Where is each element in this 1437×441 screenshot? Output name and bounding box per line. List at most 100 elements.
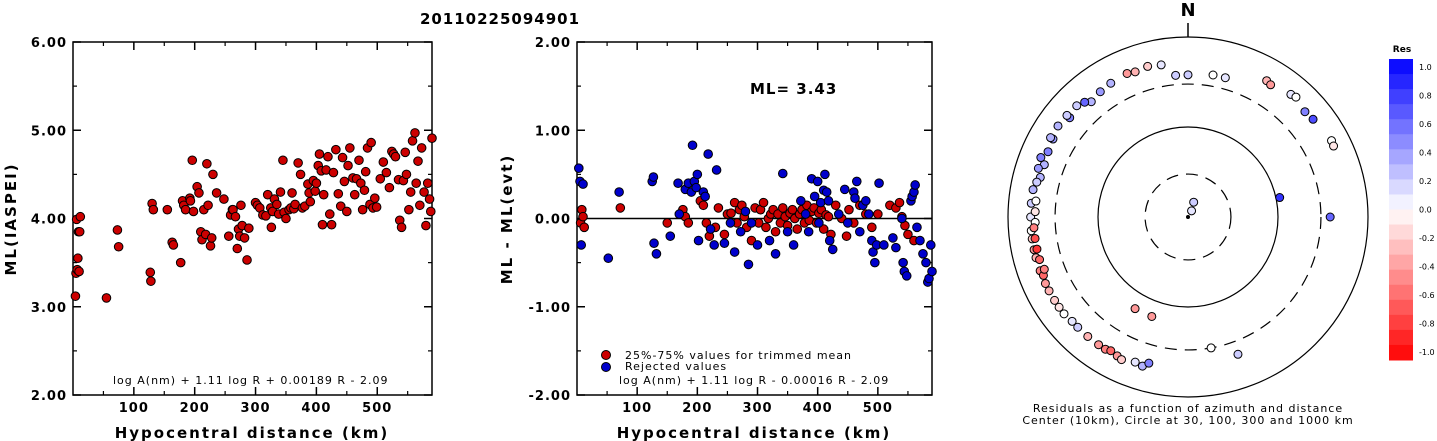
rejected-point <box>854 226 865 237</box>
rejected-point <box>691 182 701 193</box>
y-tick-label: 5.00 <box>31 124 67 139</box>
station-point <box>1032 177 1042 187</box>
rejected-point <box>578 179 588 189</box>
rejected-point <box>648 172 659 182</box>
station-point <box>1044 286 1054 296</box>
y-tick-label: 0.00 <box>535 213 571 228</box>
rejected-point <box>796 196 806 206</box>
station-point <box>1046 133 1056 143</box>
rejected-point <box>700 191 710 202</box>
data-point <box>415 200 425 211</box>
station-point <box>1106 78 1116 88</box>
station-point <box>1130 67 1140 77</box>
colorbar-tick-label: -0.4 <box>1419 263 1435 272</box>
data-point <box>194 188 204 198</box>
rejected-point <box>821 187 832 197</box>
station-point <box>1059 309 1069 319</box>
colorbar-tick-label: 0.6 <box>1419 120 1432 129</box>
accepted-point <box>758 197 769 208</box>
data-point <box>272 199 282 210</box>
data-point <box>188 206 199 217</box>
rejected-point <box>673 178 683 188</box>
station-point <box>1208 70 1218 80</box>
data-point <box>359 185 370 196</box>
accepted-point <box>726 208 736 219</box>
data-point <box>324 209 335 219</box>
y-tick-label: 3.00 <box>31 301 67 316</box>
station-point <box>1300 107 1310 117</box>
data-point <box>202 158 212 169</box>
data-point <box>349 189 360 200</box>
rejected-point <box>692 169 703 180</box>
rejected-point <box>693 235 704 246</box>
data-point <box>357 204 368 215</box>
colorbar-cell <box>1389 329 1413 346</box>
data-point <box>375 173 386 184</box>
data-point <box>360 166 371 177</box>
data-point <box>281 213 291 224</box>
accepted-point <box>894 197 905 208</box>
rejected-point <box>864 209 874 219</box>
data-point <box>262 189 273 200</box>
station-point <box>1206 343 1216 353</box>
accepted-point <box>844 204 854 215</box>
y-tick-label: 2.00 <box>535 36 571 51</box>
ring-1000km <box>1007 36 1369 398</box>
data-point <box>239 233 250 243</box>
legend-marker-accepted <box>601 350 611 360</box>
rejected-point <box>719 238 730 249</box>
station-point <box>1130 357 1140 367</box>
accepted-point <box>713 203 724 213</box>
station-point <box>1080 97 1090 107</box>
rejected-point <box>788 240 799 250</box>
legend-accepted-label: 25%-75% values for trimmed mean <box>625 349 852 362</box>
x-tick-label: 400 <box>301 401 331 416</box>
y-axis-ticks: -2.00 -1.00 0.00 1.00 2.00 <box>529 36 932 404</box>
y-tick-label: 1.00 <box>535 124 571 139</box>
rejected-point <box>815 197 826 208</box>
rejected-point <box>898 257 908 268</box>
colorbar-tick-label: -0.8 <box>1419 320 1435 329</box>
accepted-point <box>578 211 588 222</box>
data-point <box>205 241 216 251</box>
station-point <box>1036 153 1046 163</box>
ml-value-label: ML= 3.43 <box>750 80 837 98</box>
data-point <box>168 240 179 250</box>
rejected-point <box>770 249 781 259</box>
y-tick-label: -2.00 <box>529 389 571 404</box>
rejected-point <box>918 249 928 259</box>
data-point <box>427 133 437 143</box>
figure-title: 20110225094901 <box>420 10 580 28</box>
data-point <box>266 222 277 233</box>
data-point <box>422 178 433 188</box>
data-point <box>371 202 382 212</box>
x-tick-label: 300 <box>742 401 772 416</box>
colorbar-tick-label: 1.0 <box>1419 63 1432 72</box>
rejected-point <box>870 257 880 268</box>
colorbar-tick-label: -0.2 <box>1419 234 1435 243</box>
data-point <box>145 267 156 278</box>
data-point <box>404 204 414 215</box>
station-point <box>1291 92 1301 102</box>
station-point <box>1030 207 1040 217</box>
data-point <box>413 156 423 166</box>
north-label: N <box>1180 0 1195 21</box>
station-point <box>1308 114 1318 124</box>
station-point <box>1030 233 1040 243</box>
rejected-point <box>925 240 936 250</box>
data-point <box>331 144 341 155</box>
station-point <box>1275 193 1285 203</box>
accepted-point <box>579 222 590 233</box>
colorbar-cell <box>1389 239 1413 256</box>
distance-rings <box>1007 36 1369 398</box>
station-point <box>1147 311 1157 321</box>
y-tick-label: -1.00 <box>529 301 571 316</box>
accepted-point <box>867 222 877 233</box>
station-point <box>1189 197 1199 207</box>
station-point <box>1028 185 1038 195</box>
x-axis-ticks: 100 200 300 400 500 <box>606 42 909 416</box>
station-point <box>1095 87 1105 97</box>
data-point <box>208 169 218 180</box>
rejected-point <box>752 240 763 250</box>
data-point <box>232 243 243 254</box>
